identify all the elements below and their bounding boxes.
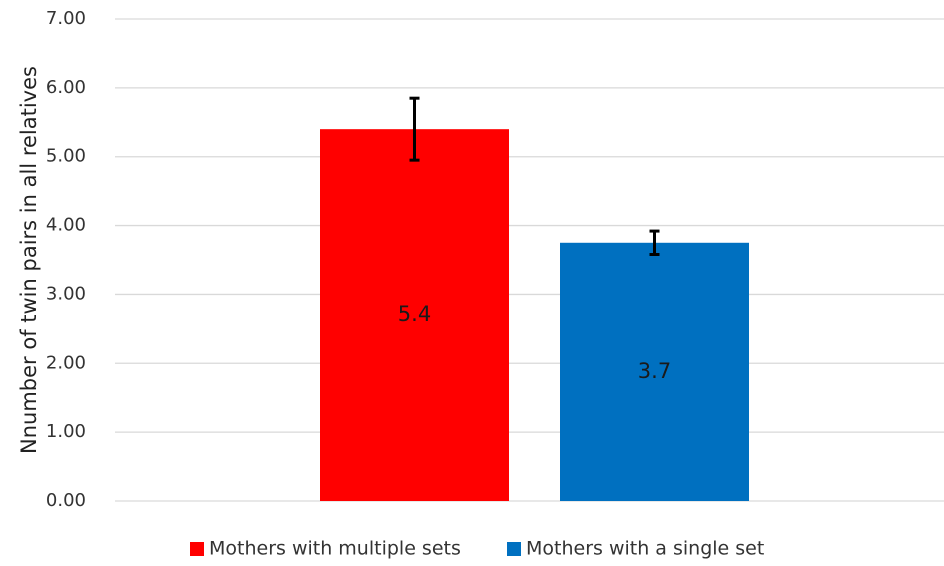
y-tick-label: 2.00 bbox=[46, 352, 86, 373]
y-tick-label: 5.00 bbox=[46, 146, 86, 167]
gridlines bbox=[115, 18, 944, 502]
data-label: 3.7 bbox=[638, 359, 671, 383]
y-tick-label: 0.00 bbox=[46, 490, 86, 511]
bar bbox=[320, 129, 509, 501]
bars bbox=[320, 129, 749, 502]
y-axis-title: Nnumber of twin pairs in all relatives bbox=[17, 66, 41, 454]
data-labels: 5.4 3.7 bbox=[398, 302, 671, 383]
y-tick-label: 3.00 bbox=[46, 283, 86, 304]
bar bbox=[560, 242, 749, 502]
legend-swatch bbox=[507, 542, 521, 556]
y-tick-label: 7.00 bbox=[46, 8, 86, 29]
y-tick-label: 1.00 bbox=[46, 421, 86, 442]
legend-label: Mothers with multiple sets bbox=[209, 538, 461, 560]
legend-label: Mothers with a single set bbox=[526, 538, 764, 560]
y-tick-label: 4.00 bbox=[46, 215, 86, 236]
y-tick-label: 6.00 bbox=[46, 77, 86, 98]
y-axis-ticks: 0.00 1.00 2.00 3.00 4.00 5.00 6.00 7.00 bbox=[46, 8, 86, 511]
legend-swatch bbox=[190, 542, 204, 556]
data-label: 5.4 bbox=[398, 302, 431, 326]
legend: Mothers with multiple sets Mothers with a… bbox=[190, 538, 764, 560]
error-bars bbox=[409, 96, 660, 256]
